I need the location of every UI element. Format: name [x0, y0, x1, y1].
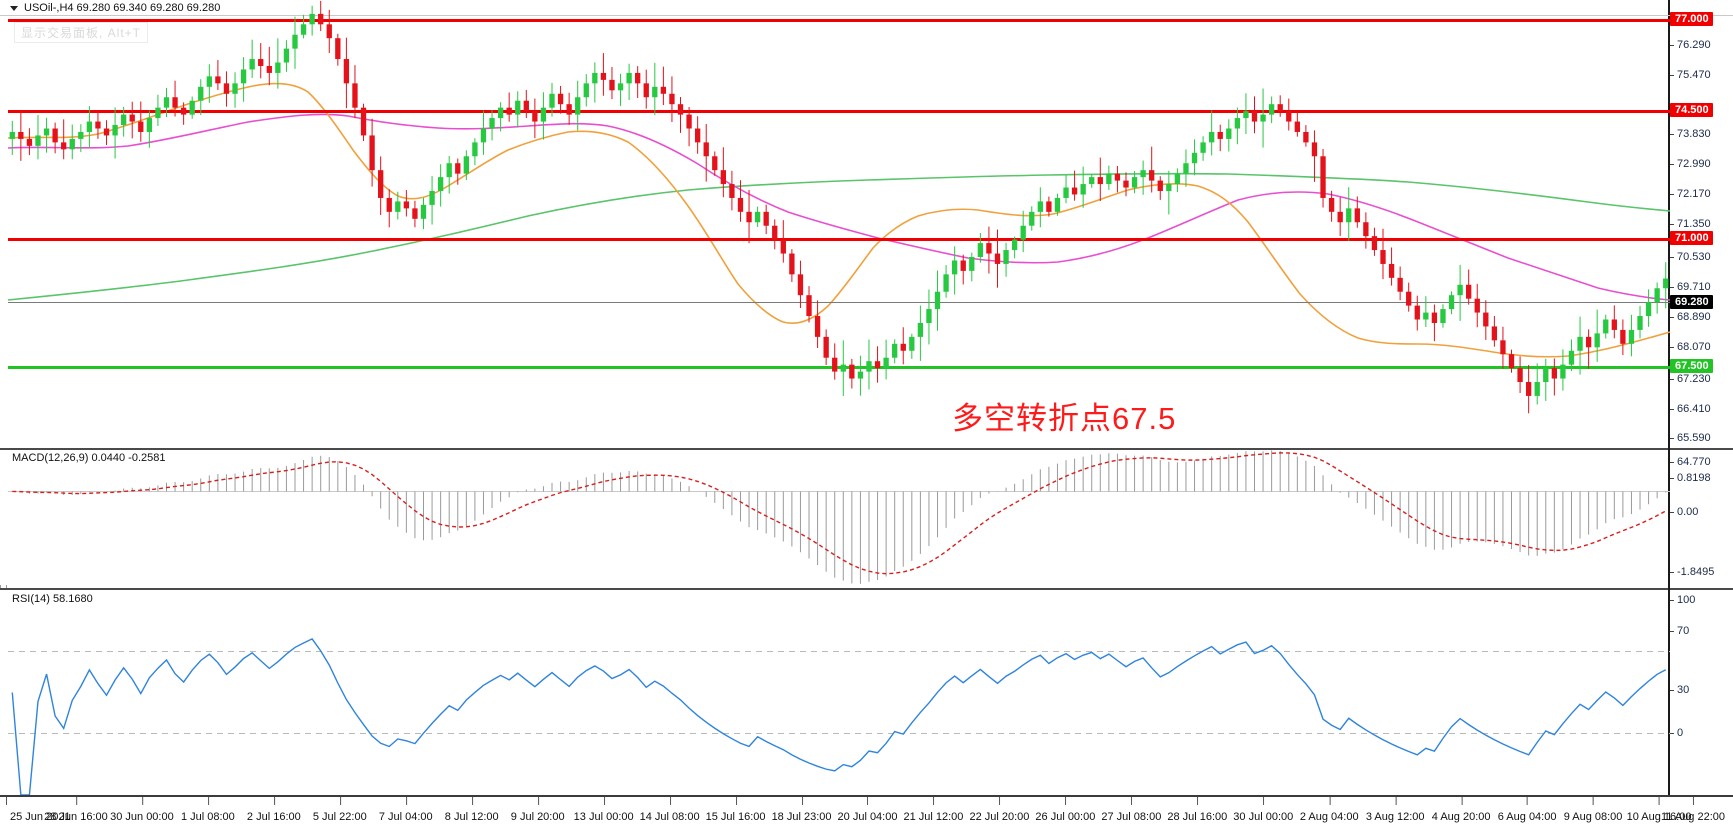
time-tick-7: 8 Jul 12:00: [444, 797, 499, 823]
chart-annotation-text[interactable]: 多空转折点67.5: [952, 401, 1177, 436]
time-tick-10: 14 Jul 08:00: [639, 797, 700, 823]
rsi-series: [8, 638, 1670, 796]
rsi-pane-divider: [0, 588, 1733, 590]
time-tick-6: 7 Jul 04:00: [378, 797, 433, 823]
price-tick-74_500[interactable]: 74.500: [1670, 103, 1713, 117]
price-tick-70: 70: [1670, 625, 1689, 637]
time-tick-26: 11 Aug 22:00: [1660, 797, 1725, 823]
candlestick-series[interactable]: [8, 0, 1670, 448]
time-tick-14: 21 Jul 12:00: [903, 797, 964, 823]
time-tick-20: 2 Aug 04:00: [1299, 797, 1359, 823]
candles-layer: [8, 0, 1670, 448]
time-tick-16: 26 Jul 00:00: [1035, 797, 1096, 823]
macd-indicator-label[interactable]: MACD(12,26,9) 0.0440 -0.2581: [12, 452, 166, 464]
time-tick-5: 5 Jul 22:00: [312, 797, 367, 823]
price-tick-76_290: 76.290: [1670, 39, 1711, 51]
time-tick-19: 30 Jul 00:00: [1233, 797, 1294, 823]
price-tick-67_500[interactable]: 67.500: [1670, 359, 1713, 373]
time-tick-25: 10 Aug 16:00: [1626, 797, 1692, 823]
price-tick-100: 100: [1670, 594, 1695, 606]
price-plot-svg: [7, 82, 1671, 358]
symbol-ohlc-text: USOil-,H4 69.280 69.340 69.280 69.280: [24, 2, 221, 14]
level-line-resistance-77[interactable]: [8, 19, 1670, 22]
time-tick-15: 22 Jul 20:00: [969, 797, 1030, 823]
price-tick-71_000[interactable]: 71.000: [1670, 231, 1713, 245]
time-tick-18: 28 Jul 16:00: [1167, 797, 1228, 823]
triangle-down-icon[interactable]: [10, 5, 18, 11]
level-line-current-price: [8, 302, 1670, 303]
price-tick-71_350: 71.350: [1670, 218, 1711, 230]
time-tick-22: 4 Aug 20:00: [1431, 797, 1491, 823]
price-tick-0_00: 0.00: [1670, 506, 1698, 518]
time-tick-2: 30 Jun 00:00: [110, 797, 174, 823]
time-tick-3: 1 Jul 08:00: [180, 797, 235, 823]
ma-slow-path: [7, 172, 1671, 301]
price-axis-line: [1668, 0, 1670, 795]
price-tick-65_590: 65.590: [1670, 432, 1711, 444]
price-tick-_1_8495: -1.8495: [1670, 566, 1714, 578]
macd-pane[interactable]: [0, 450, 1733, 585]
time-axis[interactable]: 25 Jun 2021 28 Jun 16:00 30 Jun 00:00 1 Jul…: [0, 795, 1733, 835]
price-tick-73_830: 73.830: [1670, 128, 1711, 140]
trade-panel-hint-watermark: 显示交易面板, Alt+T: [14, 22, 149, 43]
macd-series: [8, 450, 1670, 584]
price-tick-64_770: 64.770: [1670, 456, 1711, 468]
price-pane[interactable]: [0, 0, 1733, 448]
time-tick-12: 18 Jul 23:00: [771, 797, 832, 823]
price-plot-layer: [7, 0, 1671, 448]
time-tick-0: 25 Jun 2021: [6, 797, 71, 823]
time-tick-23: 6 Aug 04:00: [1497, 797, 1557, 823]
price-tick-75_470: 75.470: [1670, 69, 1711, 81]
price-tick-30: 30: [1670, 684, 1689, 696]
time-tick-21: 3 Aug 12:00: [1365, 797, 1425, 823]
price-tick-72_990: 72.990: [1670, 158, 1711, 170]
time-tick-4: 2 Jul 16:00: [246, 797, 301, 823]
time-tick-1: 28 Jun 16:00: [44, 797, 108, 823]
price-tick-66_410: 66.410: [1670, 403, 1711, 415]
price-tick-69_710: 69.710: [1670, 281, 1711, 293]
macd-pane-divider: [0, 448, 1733, 450]
price-tick-70_530: 70.530: [1670, 251, 1711, 263]
price-tick-68_070: 68.070: [1670, 341, 1711, 353]
price-tick-67_230: 67.230: [1670, 373, 1711, 385]
level-line-resistance-74-5[interactable]: [8, 110, 1670, 113]
price-axis[interactable]: 77.000 76.290 75.470 74.500 73.830 72.990 72.1…: [1670, 0, 1733, 795]
time-tick-11: 15 Jul 16:00: [705, 797, 766, 823]
time-tick-17: 27 Jul 08:00: [1101, 797, 1162, 823]
price-tick-0: 0: [1670, 727, 1683, 739]
time-axis-line: [0, 795, 1733, 797]
price-tick-77_000[interactable]: 77.000: [1670, 12, 1713, 26]
header-separator: [0, 15, 1733, 16]
level-line-resistance-71[interactable]: [8, 238, 1670, 241]
price-tick-72_170: 72.170: [1670, 188, 1711, 200]
rsi-indicator-label[interactable]: RSI(14) 58.1680: [12, 593, 93, 605]
price-tick-68_890: 68.890: [1670, 311, 1711, 323]
time-tick-13: 20 Jul 04:00: [837, 797, 898, 823]
price-tick-69_280[interactable]: 69.280: [1670, 295, 1713, 309]
time-tick-8: 9 Jul 20:00: [510, 797, 565, 823]
rsi-plot-layer: [8, 590, 1670, 796]
time-tick-9: 13 Jul 00:00: [573, 797, 634, 823]
ma-fast-path: [7, 82, 1671, 358]
price-tick-0_8198: 0.8198: [1670, 472, 1711, 484]
macd-plot-layer: [8, 450, 1670, 585]
symbol-header[interactable]: USOil-,H4 69.280 69.340 69.280 69.280: [10, 1, 220, 15]
rsi-pane[interactable]: [0, 590, 1733, 796]
time-tick-24: 9 Aug 08:00: [1563, 797, 1623, 823]
level-line-support-67-5[interactable]: [8, 366, 1670, 369]
